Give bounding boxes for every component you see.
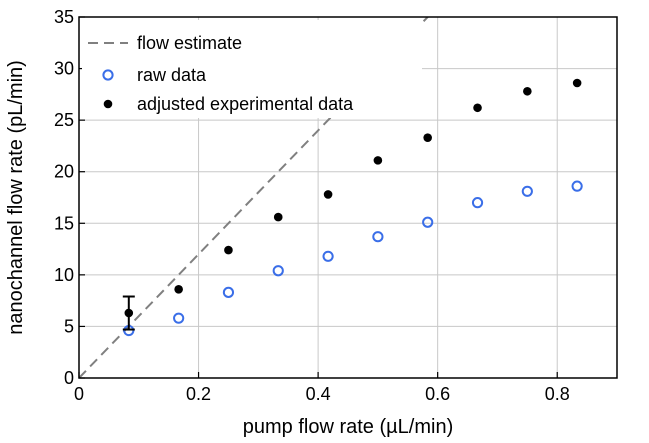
- y-tick-label: 10: [54, 265, 74, 285]
- ticks: 0 0.2 0.4 0.6 0.8 0 5 10 15 20 25 30 35: [54, 7, 570, 404]
- raw-data-point: [571, 180, 583, 192]
- raw-data-point: [222, 286, 235, 298]
- y-axis-title: nanochannel flow rate (pL/min): [5, 60, 27, 335]
- adjusted-data-point: [473, 103, 482, 113]
- adjusted-data-point: [273, 212, 283, 222]
- adjusted-data-point: [174, 284, 183, 294]
- adjusted-data-point: [224, 245, 233, 255]
- legend: flow estimate raw data adjusted experime…: [82, 20, 422, 118]
- y-tick-label: 25: [54, 110, 74, 130]
- y-tick-label: 5: [64, 316, 74, 336]
- x-axis-title: pump flow rate (µL/min): [243, 416, 453, 438]
- y-tick-label: 15: [54, 213, 74, 233]
- x-tick-label: 0.8: [545, 384, 570, 404]
- raw-data-point: [521, 185, 533, 197]
- raw-data-point: [322, 250, 334, 262]
- plot-frame: [78, 16, 618, 379]
- raw-data-point: [422, 216, 434, 228]
- adjusted-data-point: [323, 190, 333, 199]
- x-tick-label: 0.2: [186, 384, 211, 404]
- legend-symbol-adjusted-data: [103, 99, 113, 109]
- adjusted-data-point: [523, 86, 532, 96]
- y-tick-label: 20: [54, 162, 74, 182]
- x-tick-label: 0: [74, 384, 84, 404]
- raw-data-point: [372, 231, 384, 243]
- legend-background: [82, 20, 422, 118]
- adjusted-data-point: [124, 308, 134, 318]
- legend-label-raw-data: raw data: [137, 65, 207, 85]
- raw-data-point: [173, 312, 185, 324]
- raw-data-point: [471, 197, 484, 209]
- y-tick-label: 30: [54, 59, 74, 79]
- adjusted-data-point: [423, 133, 432, 142]
- legend-label-adjusted-data: adjusted experimental data: [137, 94, 354, 114]
- x-tick-label: 0.4: [306, 384, 331, 404]
- legend-symbol-raw-data: [102, 69, 114, 81]
- adjusted-data-point: [572, 78, 582, 88]
- y-tick-label: 35: [54, 7, 74, 27]
- y-tick-label: 0: [64, 368, 74, 388]
- adjusted-data-point: [373, 156, 383, 165]
- legend-label-flow-estimate: flow estimate: [137, 33, 242, 53]
- raw-data-point: [272, 265, 284, 277]
- x-tick-label: 0.6: [425, 384, 450, 404]
